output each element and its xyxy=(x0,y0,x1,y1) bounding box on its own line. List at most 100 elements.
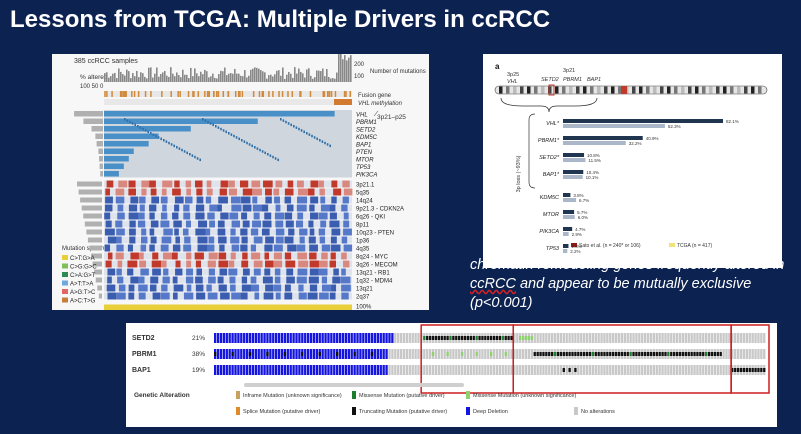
mutation-count-bar xyxy=(254,67,256,82)
chromosome-band xyxy=(618,86,622,94)
mutation-mark xyxy=(458,336,461,340)
cna-segment xyxy=(174,196,184,204)
gene-mark xyxy=(124,118,126,121)
mutation-count-bar xyxy=(236,73,238,82)
sample-cell xyxy=(516,365,519,375)
gene-mark xyxy=(295,126,298,129)
legend-b-label: TCGA (n = 417) xyxy=(677,243,712,249)
legend-label: No alterations xyxy=(581,409,615,415)
cna-segment xyxy=(340,276,351,284)
sample-cell xyxy=(254,349,257,359)
mutation-mark xyxy=(574,368,577,372)
sample-cell xyxy=(277,365,281,375)
bar-tcga-label: 11.5% xyxy=(588,158,600,163)
cna-segment xyxy=(130,196,139,204)
sample-cell xyxy=(237,333,240,343)
sample-cell xyxy=(266,365,269,375)
sample-cell xyxy=(333,365,336,375)
mutation-mark xyxy=(353,352,356,356)
mutation-mark xyxy=(504,352,507,356)
mutation-mark xyxy=(446,336,449,340)
mutation-mark xyxy=(539,352,542,356)
cna-segment xyxy=(265,284,274,292)
sample-cell xyxy=(286,333,289,343)
sample-cell xyxy=(510,349,513,359)
mutation-count-bar xyxy=(204,69,206,82)
sample-cell xyxy=(234,333,237,343)
sample-cell xyxy=(498,349,502,359)
mutation-count-bar xyxy=(350,55,352,82)
cna-segment xyxy=(186,252,192,260)
sample-cell xyxy=(216,349,220,359)
sample-cell xyxy=(263,365,266,375)
mutation-mark xyxy=(490,336,493,340)
sample-cell xyxy=(504,365,507,375)
mutation-count-bar xyxy=(136,70,138,82)
mutation-mark xyxy=(472,336,475,340)
sample-cell xyxy=(760,349,763,359)
sample-cell xyxy=(736,333,740,343)
cna-segment xyxy=(309,260,320,268)
mutation-count-bar xyxy=(216,78,218,82)
cna-label: 2q37 xyxy=(356,295,370,301)
cna-segment xyxy=(318,260,328,268)
callout-part1: chromatin remodeling genes frequently al… xyxy=(470,257,785,273)
cna-segment xyxy=(207,212,215,220)
cna-label: 9p21.3 - CDKN2A xyxy=(356,207,404,213)
cna-segment xyxy=(161,284,168,292)
chromosome-band xyxy=(597,86,601,94)
cna-segment xyxy=(298,292,307,300)
cna-segment xyxy=(341,268,346,276)
cna-segment xyxy=(310,212,319,220)
gene-mark xyxy=(142,127,144,131)
gene-row-alteration xyxy=(104,141,149,147)
gene-mark xyxy=(241,139,243,142)
cna-segment xyxy=(116,268,122,276)
sample-cell xyxy=(597,333,600,343)
fusion-label: Fusion gene xyxy=(358,93,392,99)
cna-segment xyxy=(242,252,248,260)
fusion-mark xyxy=(227,91,229,97)
mut-axis-top: 200 xyxy=(354,62,365,68)
mutation-count-bar xyxy=(318,70,320,82)
mutation-mark xyxy=(553,352,557,356)
cna-label: 13q21 - RB1 xyxy=(356,271,390,277)
sample-cell xyxy=(301,365,304,375)
sample-cell xyxy=(513,365,516,375)
sample-cell xyxy=(638,365,641,375)
cna-segment xyxy=(150,220,159,228)
mutation-mark xyxy=(370,352,374,356)
sample-cell xyxy=(289,365,292,375)
mutation-mark xyxy=(559,352,563,356)
callout-text: chromatin remodeling genes frequently al… xyxy=(470,256,790,313)
bar-gene-label: TP53 xyxy=(546,246,560,252)
sample-cell xyxy=(449,349,452,359)
sample-cell xyxy=(411,349,414,359)
sample-cell xyxy=(254,365,257,375)
fusion-mark xyxy=(170,91,172,97)
cna-label: 1q32 - MDM4 xyxy=(356,279,393,285)
cna-pct-bar xyxy=(87,237,102,243)
chromosome-band xyxy=(751,86,755,94)
sample-cell xyxy=(269,365,272,375)
sample-cell xyxy=(292,333,295,343)
mutation-mark xyxy=(542,352,545,356)
mutation-mark xyxy=(437,336,441,340)
cna-segment xyxy=(284,292,293,300)
bar-sato xyxy=(563,136,643,140)
sample-cell xyxy=(646,365,650,375)
mutation-mark xyxy=(681,352,685,356)
cna-row-bg xyxy=(104,220,352,228)
sample-cell xyxy=(693,365,696,375)
sample-cell xyxy=(333,333,336,343)
sample-cell xyxy=(478,365,481,375)
sample-cell xyxy=(507,349,510,359)
row-pct-label: 19% xyxy=(192,367,205,374)
cna-segment xyxy=(209,204,219,212)
cna-segment xyxy=(330,236,337,244)
mutation-mark xyxy=(446,352,449,356)
sample-cell xyxy=(240,349,243,359)
cna-segment xyxy=(161,260,167,268)
cna-segment xyxy=(308,276,319,284)
bar-tcga xyxy=(563,141,626,145)
